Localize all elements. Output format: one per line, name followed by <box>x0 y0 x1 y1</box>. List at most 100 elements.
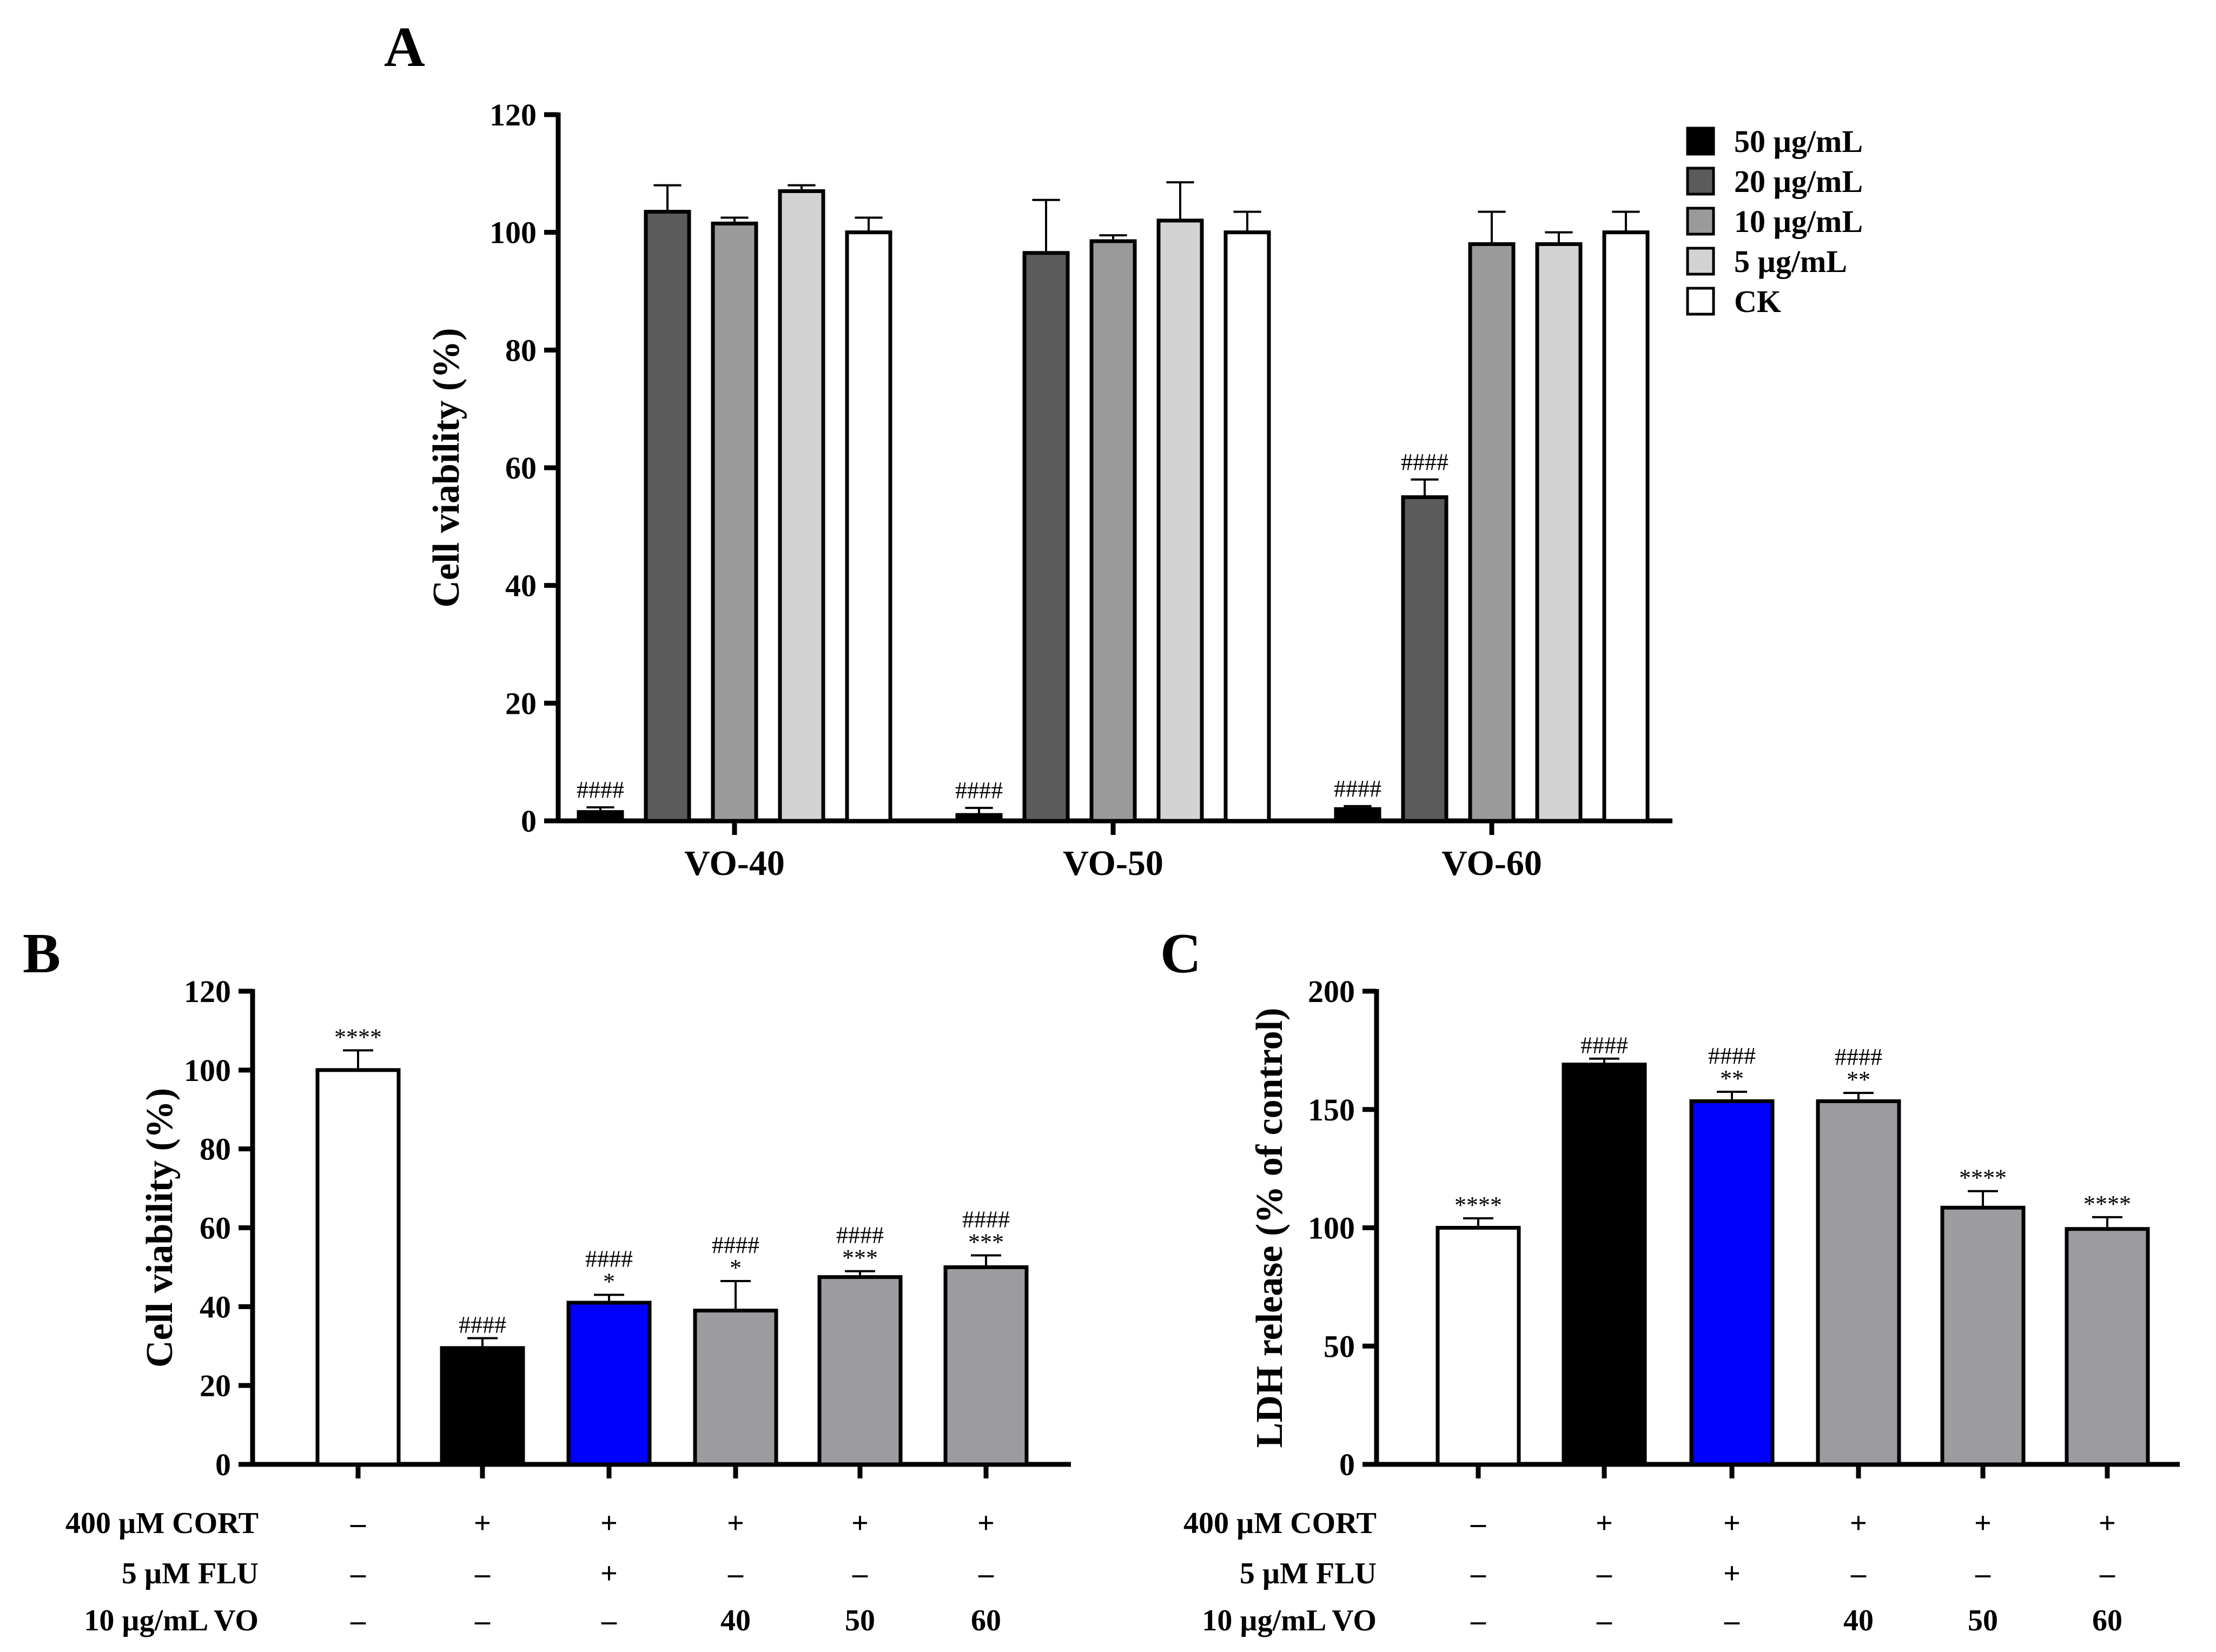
chart-c-treatment-value: + <box>1596 1507 1613 1540</box>
chart-a-bar <box>1156 218 1204 823</box>
chart-c-treatment-value: + <box>1974 1507 1992 1540</box>
panel-label-a: A <box>384 15 425 78</box>
chart-a-y-tick-label: 100 <box>489 215 537 250</box>
chart-c-bar <box>2065 1227 2150 1467</box>
chart-b-annotation: *** <box>842 1245 878 1271</box>
chart-c-annotation: **** <box>1454 1192 1502 1218</box>
chart-b-y-tick-label: 120 <box>184 974 231 1009</box>
chart-a-bar <box>1602 230 1650 823</box>
chart-b-treatment-value: – <box>601 1604 617 1637</box>
chart-c-bar <box>1689 1099 1775 1467</box>
chart-b-y-tick-label: 60 <box>200 1211 231 1246</box>
chart-b-annotation: *** <box>968 1229 1004 1256</box>
chart-a-x-tick-label: VO-40 <box>684 844 785 883</box>
chart-b-y-tick-label: 0 <box>215 1447 231 1482</box>
chart-c-treatment-value: 50 <box>1968 1604 1998 1637</box>
chart-a-y-tick-label: 40 <box>505 568 537 603</box>
chart-c-treatment-value: + <box>1850 1507 1867 1540</box>
chart-b-treatment-value: – <box>350 1604 366 1637</box>
chart-a-bar <box>644 210 691 823</box>
chart-a-annotation: #### <box>1401 449 1448 475</box>
legend-swatch <box>1686 247 1715 276</box>
chart-c-treatment-value: – <box>1596 1604 1612 1637</box>
chart-a-y-tick-label: 20 <box>505 686 537 721</box>
chart-a-y-tick-label: 0 <box>521 804 537 839</box>
chart-c-treatment-value: – <box>1724 1604 1740 1637</box>
chart-b-treatment-value: + <box>600 1507 618 1540</box>
chart-b-annotation: * <box>603 1268 615 1295</box>
chart-a-bar <box>845 230 892 823</box>
chart-a-bar <box>711 221 758 823</box>
chart-b-treatment-label: 10 µg/mL VO <box>84 1604 259 1637</box>
chart-b-treatment-label: 400 µM CORT <box>65 1507 259 1540</box>
chart-b-bar <box>817 1275 903 1467</box>
panel-label-c: C <box>1160 921 1201 985</box>
chart-c-bar <box>1940 1205 2026 1467</box>
chart-c-annotation: **** <box>2083 1191 2131 1217</box>
chart-a-bar <box>1022 251 1070 823</box>
chart-c-annotation: #### <box>1835 1044 1882 1070</box>
chart-a-bar <box>778 189 825 823</box>
chart-b-treatment-value: – <box>852 1557 868 1590</box>
chart-b-treatment-value: – <box>727 1557 744 1590</box>
chart-a-bar <box>1401 495 1448 823</box>
chart-b-annotation: #### <box>712 1232 759 1258</box>
chart-c-bar <box>1562 1063 1647 1467</box>
chart-b-treatment-value: 60 <box>971 1604 1001 1637</box>
chart-b-annotation: #### <box>836 1222 884 1249</box>
chart-a-annotation: #### <box>577 777 624 803</box>
legend-label: 50 µg/mL <box>1734 124 1863 159</box>
legend-label: 20 µg/mL <box>1734 164 1863 199</box>
chart-c-bar <box>1436 1226 1521 1467</box>
chart-c-y-axis-label: LDH release (% of control) <box>1249 1008 1291 1448</box>
chart-b-annotation: #### <box>585 1245 633 1272</box>
chart-c-treatment-value: + <box>2099 1507 2116 1540</box>
chart-c-treatment-value: 60 <box>2092 1604 2122 1637</box>
chart-c-annotation: #### <box>1580 1032 1628 1059</box>
chart-c-treatment-value: – <box>1850 1557 1867 1590</box>
chart-b-treatment-value: 40 <box>720 1604 751 1637</box>
legend-label: 10 µg/mL <box>1734 204 1863 239</box>
chart-b-treatment-value: 50 <box>845 1604 875 1637</box>
chart-a-y-tick-label: 80 <box>505 333 537 368</box>
chart-a-annotation: #### <box>1334 775 1381 802</box>
chart-c-treatment-label: 400 µM CORT <box>1183 1507 1377 1540</box>
chart-c-treatment-value: – <box>1470 1604 1486 1637</box>
chart-b-treatment-label: 5 µM FLU <box>122 1557 259 1590</box>
chart-a-bar <box>1089 239 1137 823</box>
chart-c-treatment-value: – <box>1470 1507 1486 1540</box>
chart-a-annotation: #### <box>955 777 1003 804</box>
chart-b-treatment-value: – <box>350 1507 366 1540</box>
chart-a-x-tick-label: VO-60 <box>1441 844 1542 883</box>
chart-c: 0 50 100 150 200 LDH release (% of control) **… <box>1183 974 2180 1637</box>
chart-c-y-tick-label: 50 <box>1324 1329 1355 1364</box>
chart-c-treatment-value: 40 <box>1843 1604 1874 1637</box>
chart-a-bar <box>577 810 624 823</box>
chart-b-bar <box>315 1068 401 1467</box>
chart-a-y-tick-label: 60 <box>505 450 537 486</box>
chart-c-treatment-value: + <box>1723 1507 1741 1540</box>
chart-b-treatment-value: – <box>474 1604 491 1637</box>
chart-a-bar <box>1468 242 1516 823</box>
chart-b-annotation: * <box>730 1255 742 1281</box>
chart-b-treatment-value: + <box>851 1507 869 1540</box>
chart-c-treatment-label: 5 µM FLU <box>1240 1557 1377 1590</box>
legend-swatch <box>1686 127 1715 156</box>
chart-c-y-tick-label: 150 <box>1308 1092 1355 1127</box>
chart-a-x-tick-label: VO-50 <box>1063 844 1163 883</box>
chart-b-bar <box>440 1346 525 1467</box>
chart-c-bar <box>1816 1099 1901 1467</box>
chart-c-annotation: **** <box>1959 1165 2007 1191</box>
chart-c-annotation: ** <box>1847 1066 1870 1093</box>
chart-b-y-tick-label: 40 <box>200 1289 231 1324</box>
legend-label: 5 µg/mL <box>1734 244 1847 279</box>
chart-c-y-tick-label: 100 <box>1308 1211 1355 1246</box>
chart-b-treatment-value: – <box>474 1557 491 1590</box>
chart-b-y-tick-label: 20 <box>200 1368 231 1403</box>
chart-a-bar <box>1223 230 1271 823</box>
chart-b-treatment-value: – <box>350 1557 366 1590</box>
chart-a-bar <box>955 813 1003 823</box>
chart-a-bar <box>1535 242 1583 823</box>
chart-b-annotation: **** <box>334 1024 382 1050</box>
